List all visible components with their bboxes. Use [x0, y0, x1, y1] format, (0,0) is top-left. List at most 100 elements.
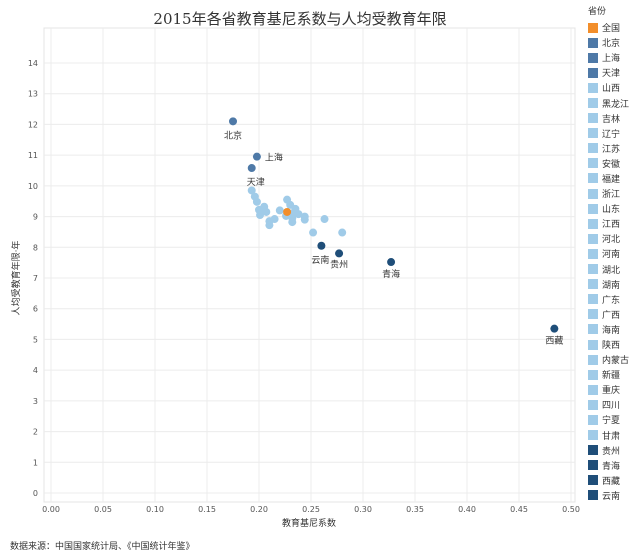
y-axis-title: 人均受教育年限·年: [10, 241, 22, 316]
legend-item[interactable]: 山西: [588, 80, 640, 95]
legend-item[interactable]: 辽宁: [588, 126, 640, 141]
legend-label: 河南: [602, 250, 621, 261]
x-tick-label: 0.15: [198, 505, 216, 514]
legend-item[interactable]: 甘肃: [588, 428, 640, 443]
legend-swatch: [588, 414, 598, 425]
legend-item[interactable]: 上海: [588, 50, 640, 65]
legend-label: 天津: [602, 69, 621, 80]
legend-item[interactable]: 重庆: [588, 382, 640, 397]
legend-label: 江西: [602, 220, 621, 231]
legend-label: 陕西: [602, 341, 621, 352]
x-tick-label: 0.35: [406, 505, 424, 514]
legend-title: 省份: [588, 7, 607, 17]
legend-item[interactable]: 天津: [588, 65, 640, 80]
chart-title: 2015年各省教育基尼系数与人均受教育年限: [153, 10, 447, 28]
legend-swatch: [588, 143, 598, 154]
legend-label: 重庆: [602, 386, 621, 397]
x-tick-label: 0.20: [250, 505, 268, 514]
legend-swatch: [588, 384, 598, 395]
legend-label: 上海: [602, 54, 621, 65]
legend-item[interactable]: 福建: [588, 171, 640, 186]
legend-swatch: [588, 82, 598, 93]
grid-lines: [43, 27, 576, 503]
legend-swatch: [588, 203, 598, 214]
data-point: [252, 152, 261, 161]
legend-label: 吉林: [602, 114, 621, 125]
legend-swatch: [588, 128, 598, 139]
y-tick-label: 8: [33, 243, 38, 252]
legend-swatch: [588, 248, 598, 259]
legend-swatch: [588, 490, 598, 501]
legend-swatch: [588, 113, 598, 124]
legend-item[interactable]: 贵州: [588, 443, 640, 458]
legend-item[interactable]: 西藏: [588, 473, 640, 488]
legend-item[interactable]: 青海: [588, 458, 640, 473]
legend-swatch: [588, 279, 598, 290]
legend-swatch: [588, 399, 598, 410]
legend-item[interactable]: 河南: [588, 246, 640, 261]
legend-item[interactable]: 海南: [588, 322, 640, 337]
y-tick-label: 3: [33, 397, 38, 406]
legend-item[interactable]: 内蒙古: [588, 352, 640, 367]
data-point: [252, 197, 261, 206]
legend-item[interactable]: 浙江: [588, 186, 640, 201]
legend-item[interactable]: 北京: [588, 35, 640, 50]
point-label: 西藏: [545, 335, 563, 347]
legend-item[interactable]: 湖北: [588, 262, 640, 277]
legend-item[interactable]: 河北: [588, 231, 640, 246]
data-point: [320, 215, 329, 224]
legend-item[interactable]: 湖南: [588, 277, 640, 292]
legend-label: 北京: [602, 39, 621, 50]
legend-item[interactable]: 广东: [588, 292, 640, 307]
data-point: [317, 241, 326, 250]
legend-item[interactable]: 全国: [588, 20, 640, 35]
legend-item[interactable]: 江苏: [588, 141, 640, 156]
legend-label: 青海: [602, 461, 621, 472]
legend-label: 广西: [602, 310, 621, 321]
legend-item[interactable]: 江西: [588, 216, 640, 231]
data-point: [247, 164, 256, 173]
legend-swatch: [588, 369, 598, 380]
data-point: [229, 117, 237, 126]
legend-item[interactable]: 山东: [588, 201, 640, 216]
data-point: [338, 228, 347, 237]
legend-swatch: [588, 233, 598, 244]
source-note: 数据来源：中国国家统计局、《中国统计年鉴》: [10, 542, 195, 552]
legend-swatch: [588, 339, 598, 350]
legend-item[interactable]: 宁夏: [588, 412, 640, 427]
x-tick-label: 0.10: [146, 505, 164, 514]
legend-item[interactable]: 云南: [588, 488, 640, 503]
legend-item[interactable]: 四川: [588, 397, 640, 412]
legend-item[interactable]: 新疆: [588, 367, 640, 382]
y-tick-label: 14: [28, 59, 38, 68]
y-tick-label: 13: [28, 90, 38, 99]
legend-swatch: [588, 460, 598, 471]
legend-swatch: [588, 218, 598, 229]
x-axis-title: 教育基尼系数: [282, 517, 336, 529]
data-point: [265, 221, 274, 230]
y-tick-label: 4: [33, 366, 38, 375]
x-tick-label: 0.00: [42, 505, 60, 514]
data-point: [309, 228, 318, 237]
legend-label: 全国: [602, 24, 621, 35]
data-point: [300, 215, 309, 224]
legend-label: 西藏: [602, 476, 621, 487]
legend-swatch: [588, 445, 598, 456]
legend-label: 云南: [602, 491, 621, 502]
legend-label: 福建: [602, 174, 621, 185]
legend-swatch: [588, 188, 598, 199]
data-point: [550, 324, 559, 333]
legend-item[interactable]: 黑龙江: [588, 95, 640, 110]
data-point: [283, 207, 292, 216]
legend-item[interactable]: 广西: [588, 307, 640, 322]
legend-item[interactable]: 吉林: [588, 111, 640, 126]
data-point: [288, 218, 297, 227]
legend-item[interactable]: 安徽: [588, 156, 640, 171]
legend-item[interactable]: 陕西: [588, 337, 640, 352]
legend-label: 黑龙江: [602, 99, 630, 110]
y-tick-label: 1: [33, 458, 38, 467]
legend-label: 山西: [602, 84, 621, 95]
legend-swatch: [588, 354, 598, 365]
data-point: [262, 207, 271, 216]
